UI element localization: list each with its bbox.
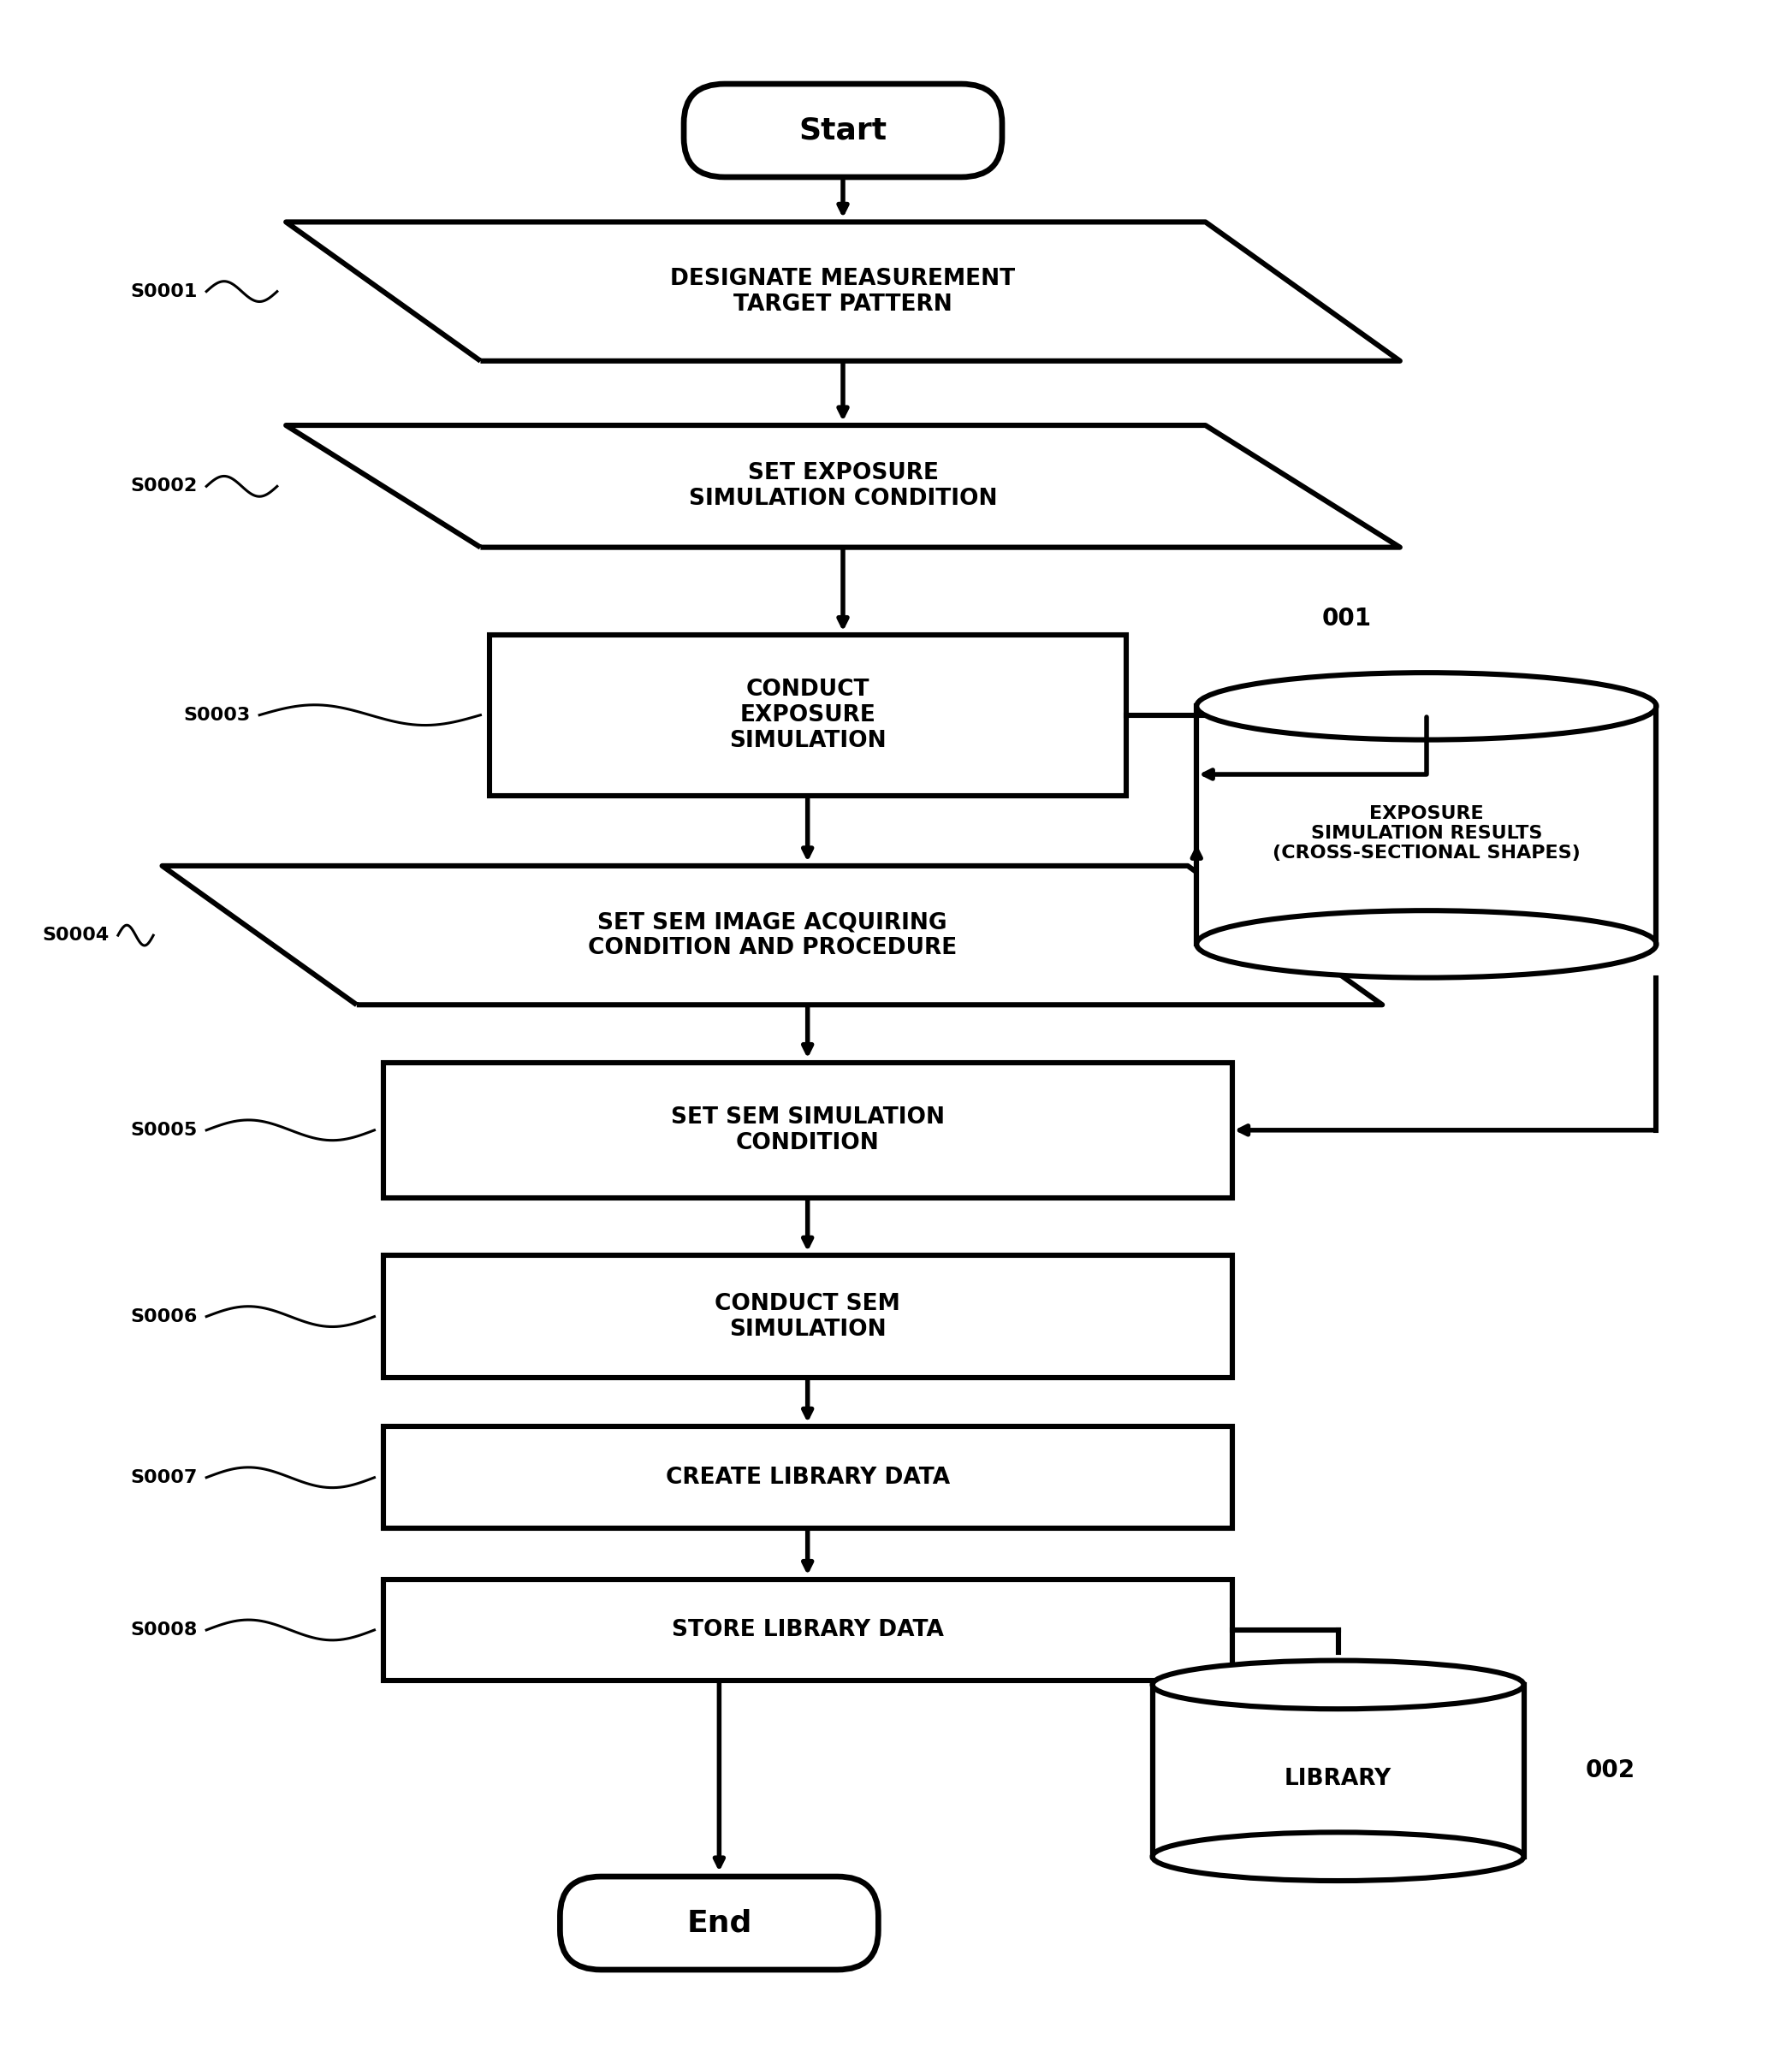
- Bar: [383, 1255, 1231, 1378]
- Text: End: End: [686, 1909, 753, 1938]
- Polygon shape: [163, 866, 1382, 1004]
- Ellipse shape: [1197, 911, 1656, 977]
- Bar: [383, 1428, 1231, 1528]
- Bar: [383, 1580, 1231, 1681]
- Text: SET SEM SIMULATION
CONDITION: SET SEM SIMULATION CONDITION: [670, 1107, 944, 1154]
- Text: 002: 002: [1586, 1759, 1636, 1783]
- Bar: [1152, 1685, 1523, 1857]
- Ellipse shape: [1152, 1660, 1523, 1709]
- Ellipse shape: [1197, 673, 1656, 741]
- Text: DESIGNATE MEASUREMENT
TARGET PATTERN: DESIGNATE MEASUREMENT TARGET PATTERN: [670, 267, 1016, 315]
- FancyBboxPatch shape: [561, 1876, 878, 1971]
- Text: SET SEM IMAGE ACQUIRING
CONDITION AND PROCEDURE: SET SEM IMAGE ACQUIRING CONDITION AND PR…: [588, 911, 957, 959]
- Text: CONDUCT SEM
SIMULATION: CONDUCT SEM SIMULATION: [715, 1292, 900, 1341]
- Text: S0006: S0006: [131, 1308, 197, 1325]
- Text: S0001: S0001: [131, 284, 197, 300]
- Text: S0004: S0004: [43, 928, 109, 944]
- Text: SET EXPOSURE
SIMULATION CONDITION: SET EXPOSURE SIMULATION CONDITION: [688, 463, 996, 510]
- Ellipse shape: [1152, 1833, 1523, 1880]
- Text: STORE LIBRARY DATA: STORE LIBRARY DATA: [672, 1619, 944, 1641]
- Text: S0005: S0005: [131, 1121, 197, 1140]
- Text: 001: 001: [1322, 607, 1371, 629]
- Text: CONDUCT
EXPOSURE
SIMULATION: CONDUCT EXPOSURE SIMULATION: [729, 679, 887, 753]
- FancyBboxPatch shape: [685, 84, 1002, 177]
- Text: CREATE LIBRARY DATA: CREATE LIBRARY DATA: [665, 1467, 950, 1489]
- Text: S0007: S0007: [131, 1469, 197, 1485]
- Text: Start: Start: [799, 115, 887, 146]
- Polygon shape: [287, 222, 1400, 360]
- Text: EXPOSURE
SIMULATION RESULTS
(CROSS-SECTIONAL SHAPES): EXPOSURE SIMULATION RESULTS (CROSS-SECTI…: [1272, 804, 1581, 862]
- Text: S0002: S0002: [131, 477, 197, 496]
- Text: S0008: S0008: [131, 1621, 197, 1639]
- Bar: [383, 1061, 1231, 1197]
- Polygon shape: [287, 426, 1400, 547]
- Bar: [1197, 706, 1656, 944]
- Text: S0003: S0003: [183, 706, 251, 724]
- Bar: [489, 634, 1125, 796]
- Text: LIBRARY: LIBRARY: [1285, 1767, 1392, 1790]
